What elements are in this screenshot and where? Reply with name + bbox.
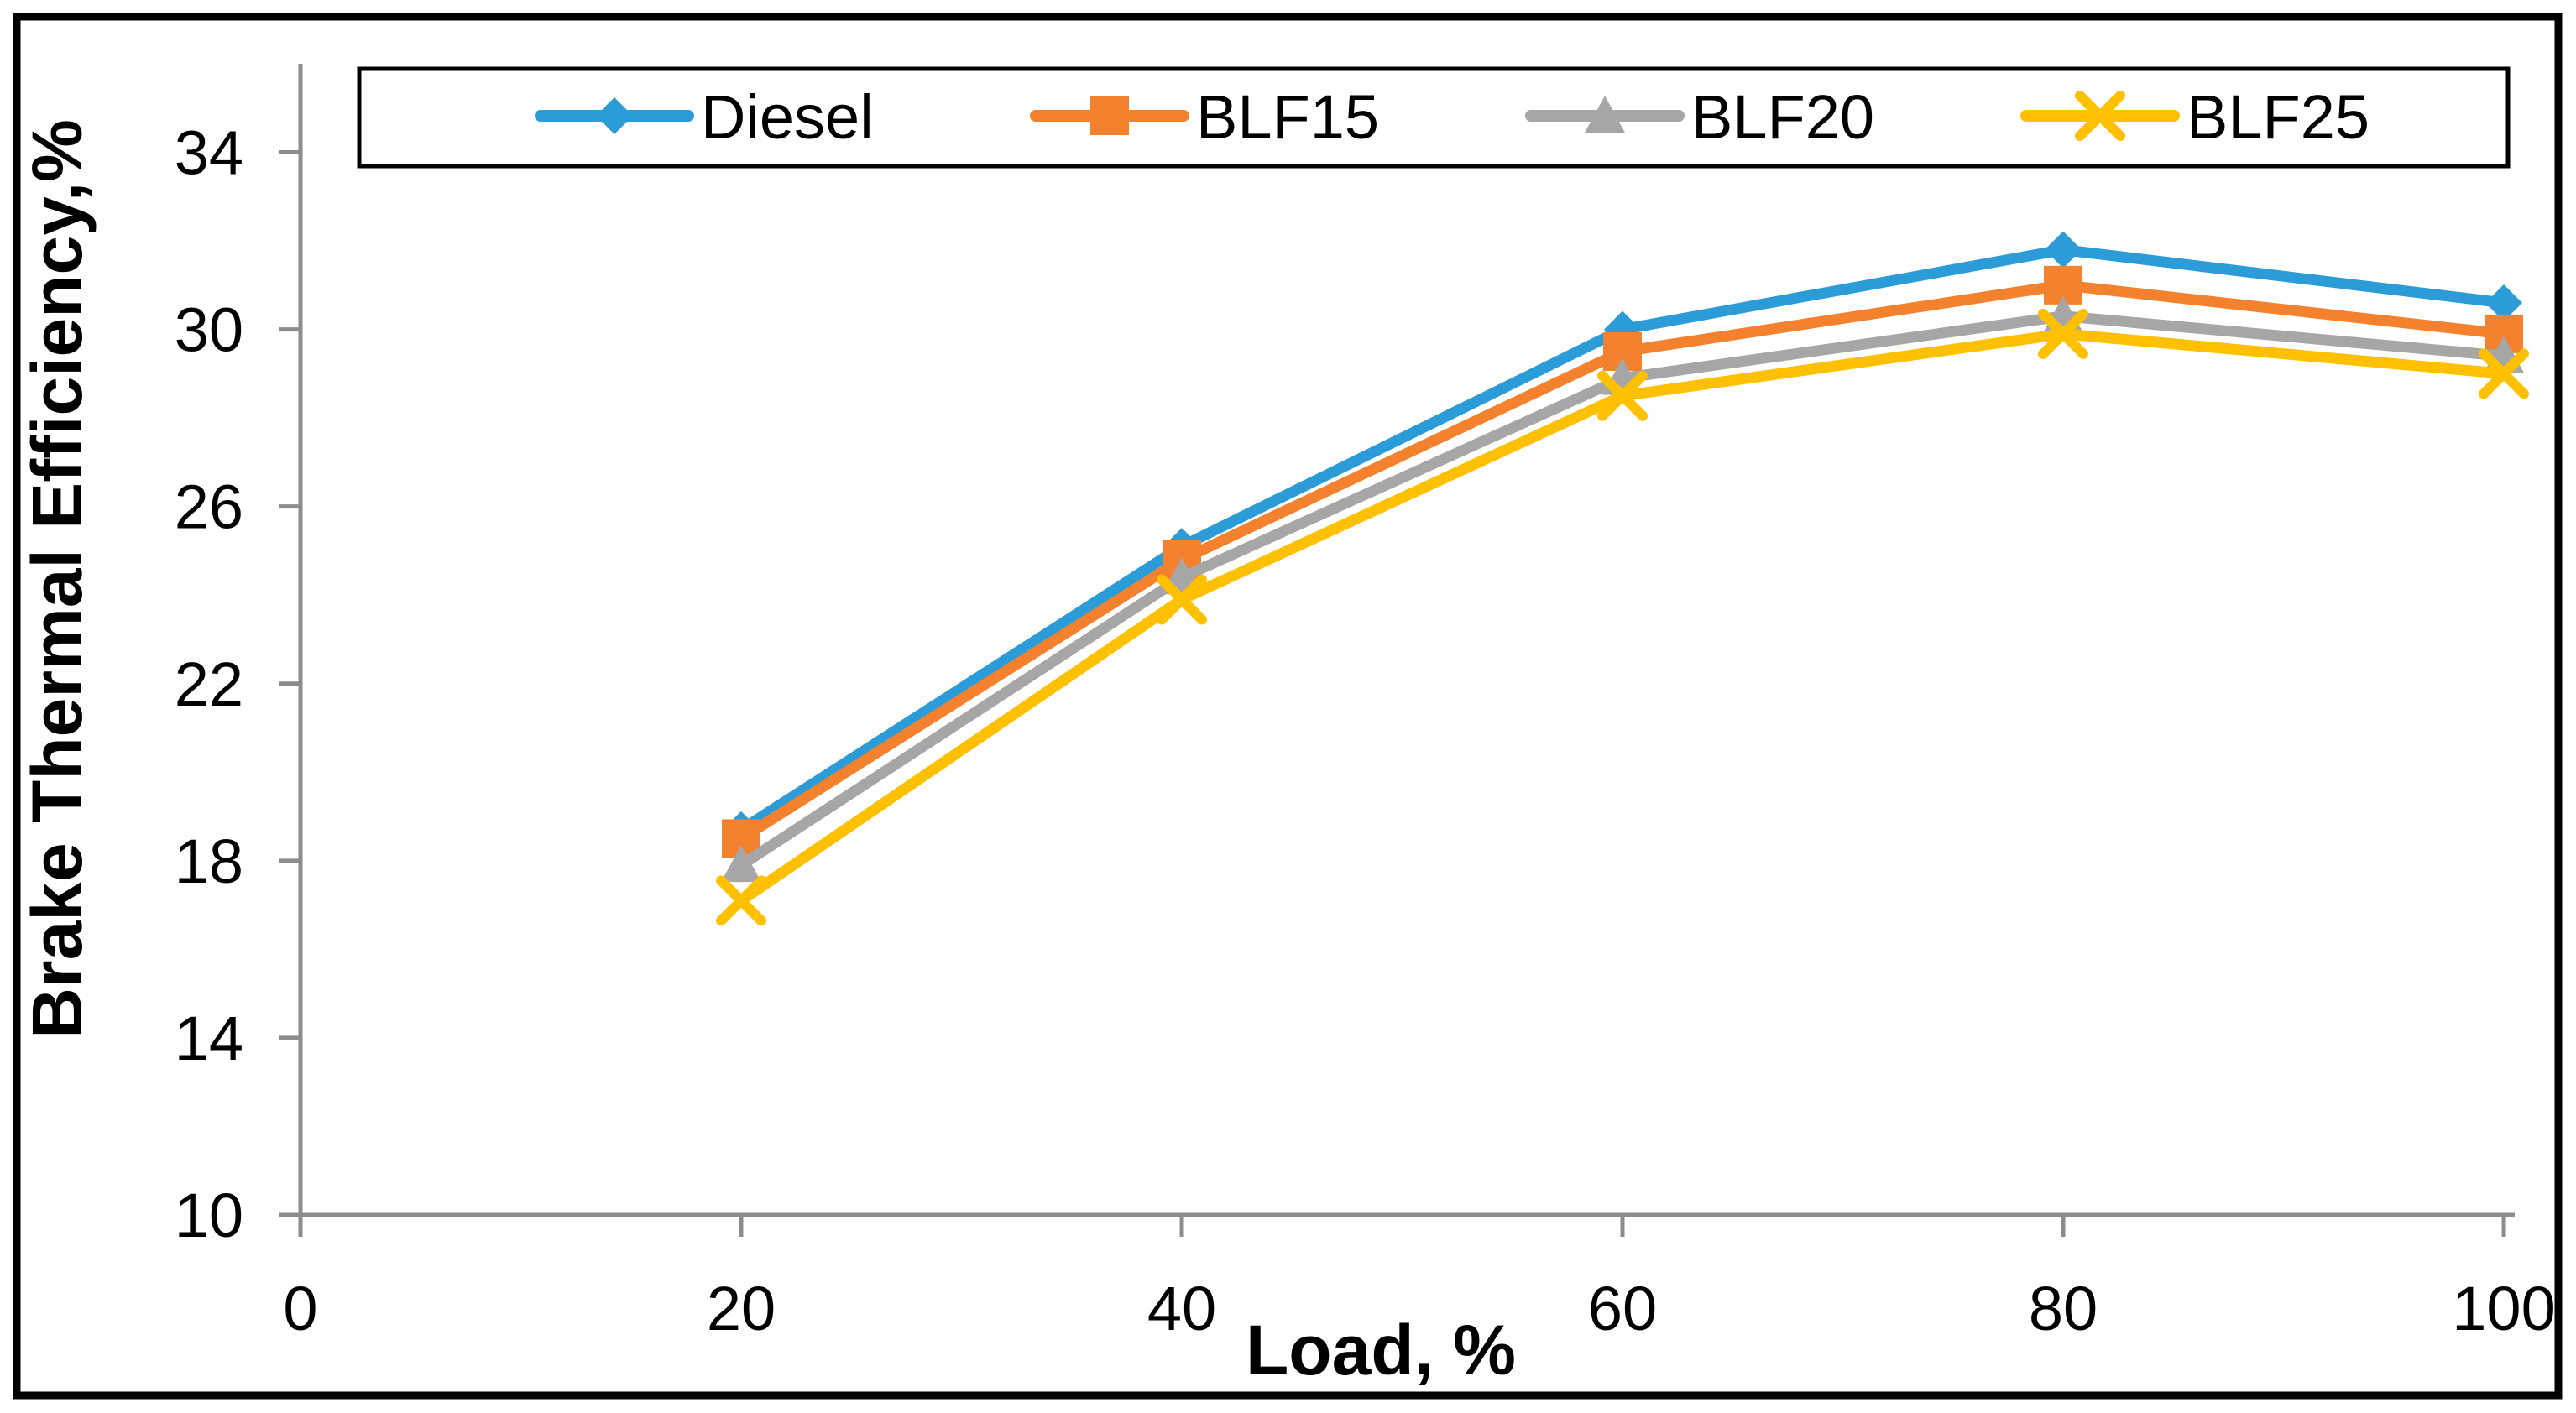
y-tick-label: 30 [175, 295, 243, 365]
legend-blf20-triangle-marker [1585, 96, 1625, 133]
series-diesel-diamond-marker [2485, 284, 2522, 321]
y-tick-label: 14 [175, 1004, 243, 1073]
legend-label-diesel: Diesel [701, 82, 874, 152]
y-tick-label: 22 [175, 649, 243, 719]
x-tick-label: 80 [2029, 1274, 2098, 1343]
legend-blf15-square-marker [1090, 96, 1129, 135]
figure-border [13, 13, 2563, 1400]
series-diesel-diamond-marker [2045, 231, 2082, 269]
x-tick-label: 60 [1588, 1274, 1657, 1343]
legend-label-blf25: BLF25 [2187, 82, 2370, 152]
x-tick-label: 40 [1147, 1274, 1216, 1343]
series-blf25-x-marker [1597, 370, 1648, 421]
series-blf25-x-marker [716, 875, 766, 926]
y-axis-title: Brake Thermal Efficiency,% [18, 119, 97, 1039]
series-line-blf25 [735, 328, 2510, 906]
x-tick-label: 0 [283, 1274, 317, 1343]
legend-label-blf15: BLF15 [1196, 82, 1379, 152]
legend-diesel-diamond-marker [596, 97, 633, 134]
legend-label-blf20: BLF20 [1691, 82, 1874, 152]
y-tick-label: 34 [175, 118, 243, 188]
legend-box [357, 66, 2511, 169]
x-tick-label: 100 [2452, 1274, 2555, 1343]
series-blf20-triangle-marker [721, 845, 761, 883]
series-blf25-x-marker [1157, 574, 1207, 625]
y-tick-label: 18 [175, 826, 243, 896]
series-blf25-x-marker [2479, 348, 2529, 399]
y-tick-label: 10 [175, 1181, 243, 1250]
x-tick-label: 20 [707, 1274, 776, 1343]
x-axis-title: Load, % [1246, 1311, 1516, 1390]
legend-blf25-x-marker [2075, 91, 2125, 141]
series-blf25-x-marker [2038, 308, 2088, 359]
y-tick-label: 26 [175, 472, 243, 542]
